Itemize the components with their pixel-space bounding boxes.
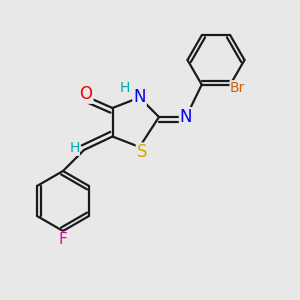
Text: N: N xyxy=(133,88,146,106)
Text: H: H xyxy=(69,142,80,155)
Text: S: S xyxy=(137,143,147,161)
Text: F: F xyxy=(58,232,68,247)
Text: H: H xyxy=(119,82,130,95)
Text: O: O xyxy=(80,85,93,103)
Text: N: N xyxy=(180,108,192,126)
Text: Br: Br xyxy=(230,81,245,95)
